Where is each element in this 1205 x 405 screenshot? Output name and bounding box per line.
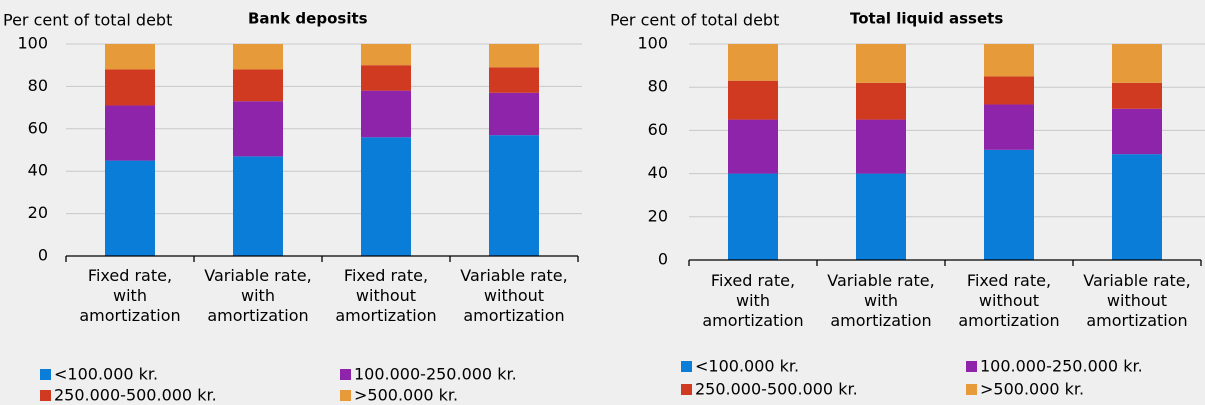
bar-segment [728, 44, 778, 81]
x-tick-label: Variable rate, without amortization [1083, 271, 1191, 330]
bar-segment [728, 173, 778, 260]
bar-segment [1112, 82, 1162, 109]
y-tick-label: 40 [28, 161, 48, 180]
bar-segment [728, 80, 778, 120]
bar-segment [361, 44, 411, 66]
bar-segment [856, 119, 906, 174]
legend-label: 100.000-250.000 kr. [354, 365, 517, 384]
bar-segment [1112, 154, 1162, 260]
bar-segment [105, 160, 155, 256]
legend-swatch [340, 390, 351, 401]
legend-label: <100.000 kr. [54, 365, 158, 384]
bar-segment [361, 90, 411, 138]
bar-segment [361, 137, 411, 256]
bar-segment [233, 44, 283, 70]
bar-segment [489, 44, 539, 68]
y-tick-label: 60 [648, 120, 668, 139]
bar-segment [105, 44, 155, 70]
y-tick-label: 0 [38, 246, 48, 265]
bar-segment [233, 69, 283, 102]
y-tick-label: 100 [637, 34, 668, 53]
y-tick-label: 40 [648, 163, 668, 182]
bar-segment [105, 69, 155, 106]
y-tick-label: 0 [658, 250, 668, 269]
bar-segment [1112, 44, 1162, 83]
y-axis-label: Per cent of total debt [610, 11, 779, 30]
x-tick-label: Fixed rate, without amortization [958, 271, 1060, 330]
bar-segment [856, 82, 906, 120]
bar-segment [233, 101, 283, 157]
bar-segment [1112, 108, 1162, 155]
legend-label: 100.000-250.000 kr. [980, 357, 1143, 376]
bar-segment [984, 104, 1034, 150]
bar-segment [233, 156, 283, 256]
legend-swatch [681, 361, 692, 372]
legend-swatch [681, 384, 692, 395]
legend-label: <100.000 kr. [695, 357, 799, 376]
bar-segment [489, 92, 539, 136]
x-tick-label: Fixed rate, with amortization [79, 266, 181, 325]
y-tick-label: 80 [648, 77, 668, 96]
bar-segment [489, 67, 539, 93]
bar-segment [984, 44, 1034, 77]
legend-label: 250.000-500.000 kr. [54, 386, 217, 405]
legend-label: >500.000 kr. [980, 380, 1084, 399]
x-tick-label: Variable rate, with amortization [204, 266, 312, 325]
legend-swatch [40, 369, 51, 380]
x-tick-label: Variable rate, with amortization [827, 271, 935, 330]
bar-segment [489, 135, 539, 256]
y-axis-label: Per cent of total debt [3, 11, 172, 30]
legend-swatch [40, 390, 51, 401]
bar-segment [856, 173, 906, 260]
legend-swatch [966, 361, 977, 372]
bar-segment [984, 76, 1034, 105]
bar-segment [105, 105, 155, 161]
legend-swatch [340, 369, 351, 380]
bar-segment [984, 149, 1034, 260]
legend-label: 250.000-500.000 kr. [695, 380, 858, 399]
y-tick-label: 80 [28, 76, 48, 95]
chart-title: Bank deposits [248, 10, 368, 28]
bar-segment [856, 44, 906, 83]
y-tick-label: 100 [17, 34, 48, 53]
bar-segment [728, 119, 778, 174]
y-tick-label: 20 [28, 203, 48, 222]
x-tick-label: Fixed rate, without amortization [335, 266, 437, 325]
y-tick-label: 60 [28, 118, 48, 137]
x-tick-label: Variable rate, without amortization [460, 266, 568, 325]
bar-segment [361, 65, 411, 91]
x-tick-label: Fixed rate, with amortization [702, 271, 804, 330]
y-tick-label: 20 [648, 206, 668, 225]
legend-swatch [966, 384, 977, 395]
legend-label: >500.000 kr. [354, 386, 458, 405]
chart-title: Total liquid assets [850, 10, 1003, 28]
